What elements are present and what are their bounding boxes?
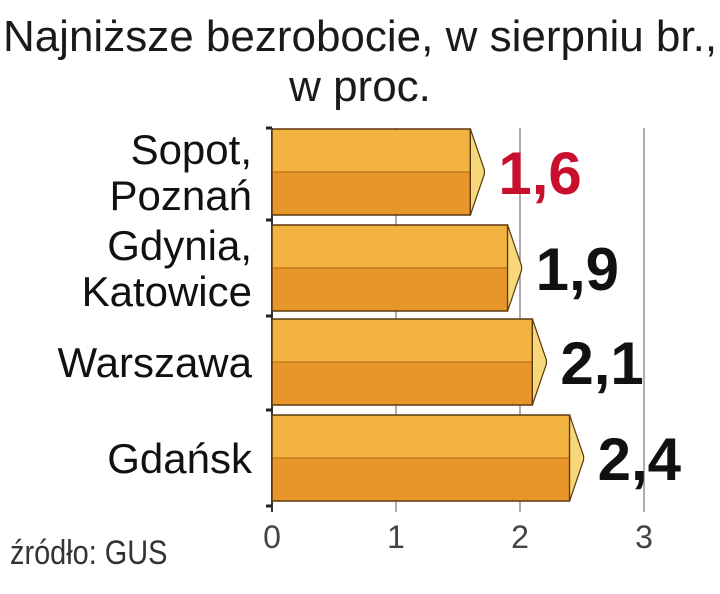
value-label: 2,1: [560, 330, 643, 397]
source-note: źródło: GUS: [10, 534, 168, 572]
bar-lower-face: [272, 362, 533, 405]
bar-end-cap: [531, 318, 548, 406]
category-label: Gdynia,: [107, 222, 252, 269]
bar-upper-face: [272, 129, 471, 172]
chart-title-line-1: Najniższe bezrobocie, w sierpniu br.,: [2, 12, 718, 61]
category-label: Sopot,: [131, 126, 252, 173]
bar-3: 2,1: [271, 318, 644, 406]
bar-lower-face: [272, 458, 570, 501]
value-label: 1,6: [498, 140, 581, 207]
category-label: Warszawa: [58, 339, 253, 386]
bar-4: 2,4: [271, 414, 682, 502]
category-label: Poznań: [110, 172, 252, 219]
bar-end-cap: [568, 414, 585, 502]
x-tick-label: 3: [635, 519, 653, 555]
bar-end-cap: [507, 224, 523, 312]
bar-lower-face: [272, 172, 471, 215]
x-tick-label: 1: [387, 519, 405, 555]
chart-title-line-2: w proc.: [289, 62, 431, 111]
bar-upper-face: [272, 415, 570, 458]
bar-upper-face: [272, 225, 508, 268]
category-label: Katowice: [82, 268, 252, 315]
category-label: Gdańsk: [107, 435, 253, 482]
value-label: 1,9: [536, 236, 619, 303]
bar-end-cap: [469, 128, 485, 216]
x-tick-label: 2: [511, 519, 529, 555]
bar-1: 1,6: [271, 128, 582, 216]
value-label: 2,4: [598, 426, 682, 493]
bar-upper-face: [272, 319, 533, 362]
bar-lower-face: [272, 268, 508, 311]
x-tick-label: 0: [263, 519, 281, 555]
bar-2: 1,9: [271, 224, 619, 312]
